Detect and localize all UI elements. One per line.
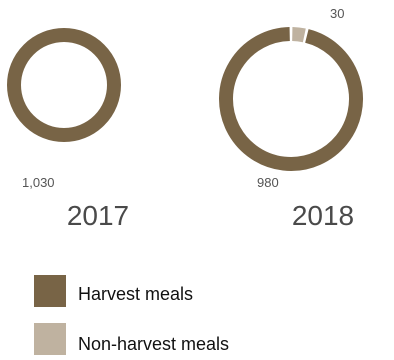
donut-chart-2018: 30 980 2018 [219, 6, 363, 231]
nonharvest-2018-value-label: 30 [330, 6, 344, 21]
year-label-2017: 2017 [67, 200, 129, 231]
donut-2018-slices [219, 27, 363, 171]
legend-swatch-harvest [34, 275, 66, 307]
slice-harvest-2017 [7, 28, 121, 142]
legend-label-harvest: Harvest meals [78, 284, 193, 304]
donut-chart-2017: 1,030 2017 [7, 28, 129, 231]
year-label-2018: 2018 [292, 200, 354, 231]
harvest-2017-value-label: 1,030 [22, 175, 55, 190]
chart-legend: Harvest meals Non-harvest meals [34, 275, 229, 355]
harvest-2018-value-label: 980 [257, 175, 279, 190]
slice-harvest-2018 [219, 27, 363, 171]
legend-label-nonharvest: Non-harvest meals [78, 334, 229, 354]
legend-swatch-nonharvest [34, 323, 66, 355]
slice-nonharvest-2018 [292, 27, 306, 43]
donut-2017-slices [7, 28, 121, 142]
